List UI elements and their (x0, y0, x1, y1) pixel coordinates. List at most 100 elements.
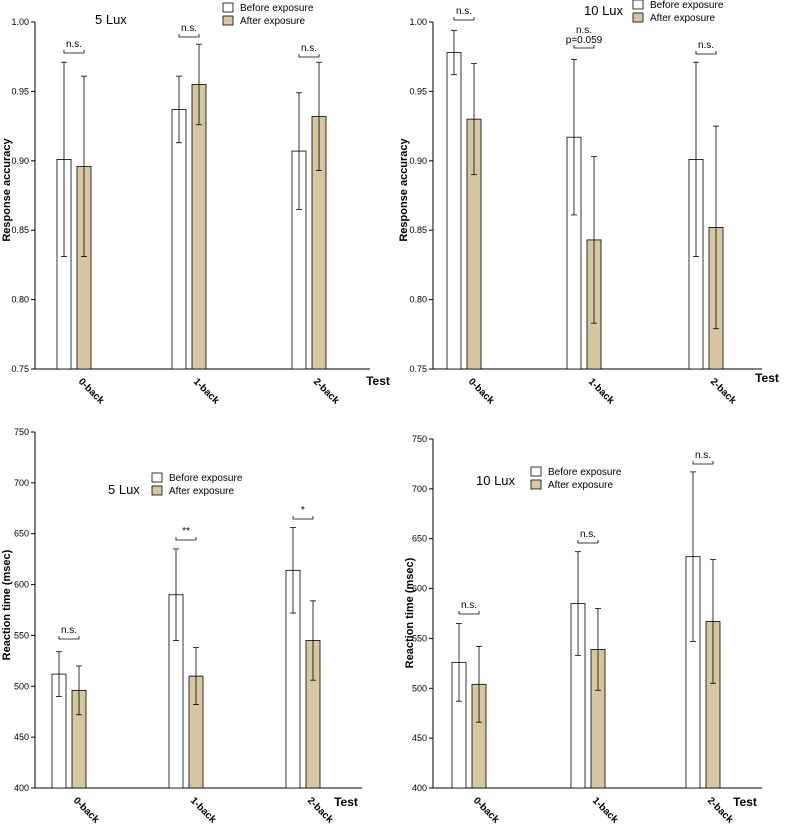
y-tick-label: 0.75 (11, 364, 29, 374)
significance-bracket (453, 17, 475, 21)
legend-label: Before exposure (650, 0, 724, 11)
y-axis-label: Response accuracy (398, 137, 410, 241)
legend-swatch (222, 15, 234, 26)
legend-label: After exposure (650, 13, 715, 24)
significance-bracket (63, 50, 85, 54)
y-axis-label: Response accuracy (1, 137, 13, 241)
significance-label: n.s. (695, 450, 711, 461)
y-tick-label: 0.90 (11, 156, 29, 166)
y-tick-label: 1.00 (409, 17, 427, 27)
significance-label: n.s. (301, 43, 317, 54)
significance-label: n.s. (456, 6, 472, 17)
y-tick-label: 650 (14, 529, 29, 539)
significance-bracket (292, 516, 314, 520)
y-tick-label: 0.80 (409, 295, 427, 305)
category-label: 2-back (705, 795, 735, 824)
y-tick-label: 550 (412, 633, 427, 643)
panel-title: 10 Lux (584, 3, 624, 18)
significance-label: n.s. (66, 39, 82, 50)
y-tick-label: 450 (14, 732, 29, 742)
y-tick-label: 700 (412, 484, 427, 494)
y-axis-label: Reaction time (msec) (1, 549, 13, 660)
significance-label: n.s. (61, 625, 77, 636)
category-label: 0-back (471, 795, 501, 824)
significance-bracket (692, 461, 714, 465)
significance-bracket (178, 34, 200, 38)
y-tick-label: 0.85 (409, 225, 427, 235)
legend-swatch (632, 0, 644, 10)
legend-swatch (151, 472, 163, 483)
y-tick-label: 600 (412, 584, 427, 594)
bar (191, 84, 207, 370)
legend-swatch (632, 12, 644, 23)
legend-swatch (151, 485, 163, 496)
x-axis-label: Test (366, 374, 390, 388)
p-value-label: p=0.059 (566, 35, 603, 46)
significance-label: n.s. (461, 600, 477, 611)
y-tick-label: 0.85 (11, 225, 29, 235)
significance-bracket (458, 611, 480, 615)
panel-title: 5 Lux (95, 12, 127, 27)
significance-bracket (695, 51, 717, 55)
y-tick-label: 0.95 (11, 86, 29, 96)
y-tick-label: 700 (14, 478, 29, 488)
chart-panel-2: 0.75 0.80 0.85 0.90 0.95 1.00 Response accurac… (398, 0, 779, 407)
y-tick-label: 750 (412, 434, 427, 444)
significance-bracket (573, 45, 595, 49)
significance-label: * (301, 505, 305, 516)
y-tick-label: 500 (14, 681, 29, 691)
y-axis-label: Reaction time (msec) (404, 557, 416, 668)
category-label: 2-back (311, 376, 341, 406)
significance-bracket (577, 540, 599, 544)
significance-label: ** (182, 526, 190, 537)
y-tick-label: 500 (412, 683, 427, 693)
x-axis-label: Test (755, 371, 779, 385)
significance-label: n.s. (181, 23, 197, 34)
y-tick-label: 550 (14, 630, 29, 640)
chart-panel-1: 0.75 0.80 0.85 0.90 0.95 1.00 Response accurac… (1, 2, 390, 407)
significance-label: n.s. (576, 25, 592, 36)
significance-label: n.s. (580, 529, 596, 540)
y-tick-label: 0.95 (409, 86, 427, 96)
category-label: 0-back (466, 376, 496, 406)
x-axis-label: Test (334, 795, 358, 809)
y-tick-label: 600 (14, 580, 29, 590)
significance-bracket (58, 636, 80, 640)
x-axis-label: Test (733, 795, 757, 809)
chart-panel-4: 400 450 500 550 600 650 700 750 Reaction time (m… (404, 434, 762, 824)
bar (446, 52, 462, 370)
chart-panel-3: 400 450 500 550 600 650 700 750 Reaction time (m… (1, 427, 362, 824)
legend-swatch (530, 479, 542, 490)
y-tick-label: 450 (412, 733, 427, 743)
legend-label: Before exposure (548, 467, 622, 478)
y-tick-label: 750 (14, 427, 29, 437)
legend-label: After exposure (169, 486, 234, 497)
legend-swatch (530, 466, 542, 477)
significance-label: n.s. (698, 40, 714, 51)
category-label: 2-back (305, 795, 335, 824)
bar (171, 109, 187, 370)
legend-label: After exposure (548, 480, 613, 491)
category-label: 1-back (590, 795, 620, 824)
y-tick-label: 0.90 (409, 156, 427, 166)
category-label: 1-back (188, 795, 218, 824)
panel-title: 10 Lux (476, 473, 516, 488)
legend-swatch (222, 2, 234, 13)
significance-bracket (175, 537, 197, 541)
category-label: 0-back (71, 795, 101, 824)
y-tick-label: 400 (14, 783, 29, 793)
legend-label: After exposure (240, 16, 305, 27)
category-label: 1-back (586, 376, 616, 406)
category-label: 0-back (76, 376, 106, 406)
panel-title: 5 Lux (108, 482, 140, 497)
y-tick-label: 0.80 (11, 295, 29, 305)
significance-bracket (298, 54, 320, 58)
y-tick-label: 400 (412, 783, 427, 793)
category-label: 2-back (708, 376, 738, 406)
y-tick-label: 650 (412, 534, 427, 544)
y-tick-label: 1.00 (11, 17, 29, 27)
category-label: 1-back (191, 376, 221, 406)
legend-label: Before exposure (169, 473, 243, 484)
y-tick-label: 0.75 (409, 364, 427, 374)
